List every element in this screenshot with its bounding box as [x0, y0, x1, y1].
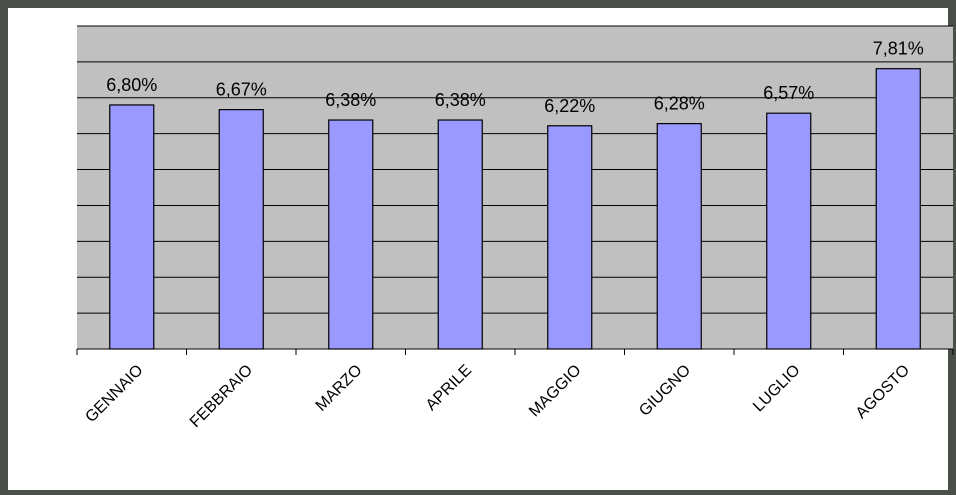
- data-label: 6,80%: [106, 75, 157, 95]
- data-label: 6,28%: [654, 94, 705, 114]
- data-label: 6,67%: [216, 80, 267, 100]
- bar: [110, 105, 154, 349]
- data-label: 6,22%: [544, 96, 595, 116]
- data-label: 7,81%: [873, 39, 924, 59]
- plot-area: [77, 26, 953, 349]
- bar: [219, 110, 263, 349]
- data-label: 6,38%: [435, 90, 486, 110]
- bar: [548, 126, 592, 349]
- bar: [329, 120, 373, 349]
- bar: [657, 124, 701, 349]
- data-label: 6,57%: [763, 83, 814, 103]
- data-label: 6,38%: [325, 90, 376, 110]
- bar: [767, 113, 811, 349]
- bar: [438, 120, 482, 349]
- bar: [876, 69, 920, 349]
- chart: GENNAIO6,80%FEBBRAIO6,67%MARZO6,38%APRIL…: [0, 0, 956, 495]
